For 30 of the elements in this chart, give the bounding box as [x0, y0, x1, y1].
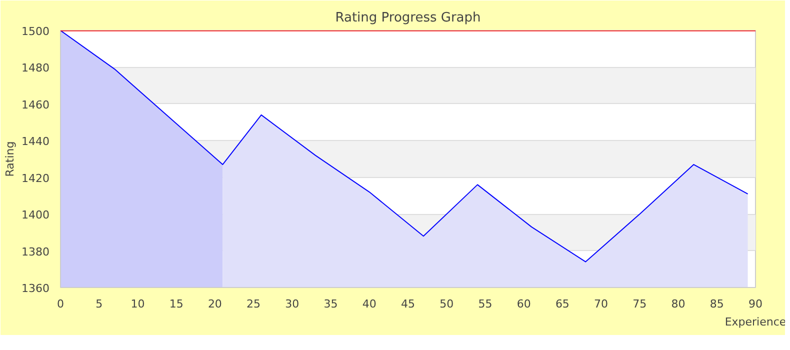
x-tick-label: 40: [362, 298, 376, 310]
y-tick-label: 1380: [22, 245, 50, 258]
x-tick-label: 85: [710, 298, 724, 310]
y-tick-label: 1500: [22, 25, 50, 38]
y-tick-label: 1400: [22, 208, 50, 222]
y-tick-label: 1420: [22, 172, 50, 185]
y-tick-label: 1480: [22, 62, 50, 75]
x-tick-label: 0: [57, 298, 64, 310]
x-tick-label: 25: [246, 298, 261, 310]
x-tick-label: 30: [285, 298, 300, 310]
x-tick-label: 20: [208, 298, 222, 310]
line-series: [60, 30, 748, 262]
x-tick-label: 55: [478, 298, 492, 310]
y-tick-label: 1360: [22, 282, 50, 295]
x-tick-label: 70: [594, 298, 608, 310]
x-tick-label: 5: [96, 298, 103, 310]
x-tick-label: 90: [748, 298, 762, 310]
y-tick-label: 1440: [22, 135, 50, 148]
x-tick-label: 10: [130, 298, 145, 310]
x-tick-label: 15: [169, 298, 184, 310]
y-axis-title: Rating: [4, 141, 17, 177]
x-tick-label: 45: [401, 298, 415, 310]
x-tick-label: 75: [632, 298, 647, 310]
y-tick-label: 1460: [22, 98, 50, 112]
x-tick-label: 60: [516, 298, 531, 310]
x-tick-label: 35: [324, 298, 338, 310]
x-tick-label: 80: [671, 298, 686, 310]
x-tick-label: 65: [555, 298, 570, 310]
chart-title: Rating Progress Graph: [335, 10, 481, 26]
x-tick-label: 50: [440, 298, 454, 310]
